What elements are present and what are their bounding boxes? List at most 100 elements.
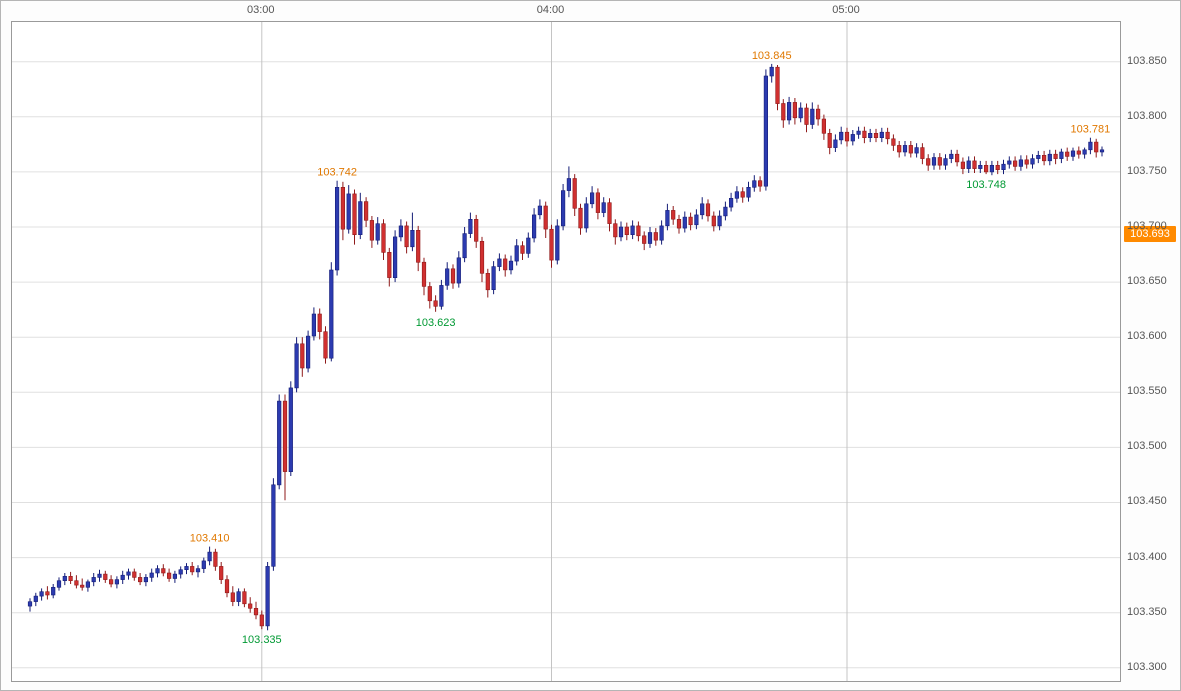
candle — [404, 221, 409, 254]
candle — [161, 564, 166, 577]
candle — [126, 568, 131, 580]
price-axis-label: 103.600 — [1127, 330, 1167, 343]
price-axis-label: 103.850 — [1127, 54, 1167, 67]
candle — [282, 394, 288, 501]
candle — [27, 598, 33, 612]
price-axis-label: 103.650 — [1127, 275, 1167, 288]
candle — [897, 141, 902, 158]
candle — [902, 141, 908, 157]
last-price-tag: 103.693 — [1124, 225, 1176, 242]
candle — [734, 186, 739, 203]
candle — [491, 261, 496, 295]
candle — [358, 192, 363, 240]
candle — [1036, 150, 1041, 164]
candle — [972, 156, 977, 173]
candle — [323, 326, 328, 364]
candle — [920, 143, 925, 165]
candle — [560, 184, 566, 231]
candle — [595, 188, 600, 220]
candle — [1065, 147, 1070, 161]
candle — [311, 307, 317, 341]
candle — [607, 198, 612, 232]
candle — [45, 586, 50, 600]
candle — [960, 157, 965, 175]
candle — [983, 160, 989, 175]
candle — [1070, 147, 1076, 161]
candle — [468, 212, 473, 238]
candle — [479, 236, 485, 283]
price-axis-label: 103.700 — [1127, 219, 1167, 232]
candle — [1047, 149, 1052, 166]
candle — [717, 210, 722, 231]
candle — [497, 253, 502, 272]
candle — [334, 180, 340, 276]
candle — [271, 478, 276, 571]
candle — [705, 199, 711, 222]
candle — [317, 308, 322, 340]
candle — [613, 219, 618, 245]
candle — [294, 337, 299, 393]
candle — [769, 63, 774, 83]
candle — [676, 214, 682, 234]
candle — [989, 160, 994, 176]
candle — [514, 239, 519, 266]
candle — [873, 128, 879, 143]
candle — [1099, 146, 1105, 157]
candle — [416, 225, 421, 272]
candle — [763, 69, 768, 191]
candle — [1030, 154, 1035, 169]
candle — [109, 575, 114, 588]
candle — [462, 227, 467, 263]
candle — [937, 153, 942, 170]
candle — [728, 192, 734, 212]
candle — [120, 570, 125, 584]
candle — [624, 222, 629, 241]
price-axis-label: 103.400 — [1127, 550, 1167, 563]
candle — [184, 563, 189, 575]
candle — [1042, 150, 1047, 166]
price-annotation: 103.742 — [317, 167, 357, 179]
candle — [1007, 156, 1012, 169]
candle — [410, 212, 415, 252]
candle — [543, 201, 548, 238]
candlestick-chart[interactable]: 103.410 103.335 103.742 103.623 103.845 103.7… — [12, 22, 1120, 681]
candle — [531, 208, 537, 243]
candle — [520, 241, 525, 260]
candle — [549, 224, 554, 268]
candle — [671, 206, 676, 225]
candle — [995, 160, 1000, 175]
candle — [172, 570, 178, 583]
candle — [659, 220, 664, 245]
candle — [433, 295, 438, 312]
candle — [1001, 159, 1006, 175]
candle — [833, 134, 838, 152]
candle — [954, 149, 960, 167]
candle — [798, 102, 803, 123]
candle — [584, 197, 589, 233]
candle — [346, 185, 351, 234]
candle — [39, 588, 44, 601]
candle — [827, 128, 832, 155]
candle — [931, 153, 937, 170]
candle — [1094, 138, 1099, 158]
candle — [381, 219, 386, 260]
candle — [630, 220, 635, 240]
candle — [242, 588, 247, 608]
candle — [711, 211, 716, 232]
candle — [236, 588, 241, 607]
price-annotation: 103.845 — [752, 50, 792, 62]
candle — [427, 282, 432, 309]
candle — [786, 96, 792, 125]
candle — [259, 610, 264, 630]
candle — [589, 186, 595, 209]
candle — [821, 114, 826, 140]
candle — [694, 209, 699, 230]
candle — [445, 262, 450, 290]
candle — [815, 104, 821, 126]
candle — [844, 127, 850, 147]
candle — [978, 160, 983, 173]
candle — [862, 126, 867, 144]
candle — [190, 562, 195, 576]
candle — [642, 231, 647, 251]
candle — [926, 154, 931, 171]
